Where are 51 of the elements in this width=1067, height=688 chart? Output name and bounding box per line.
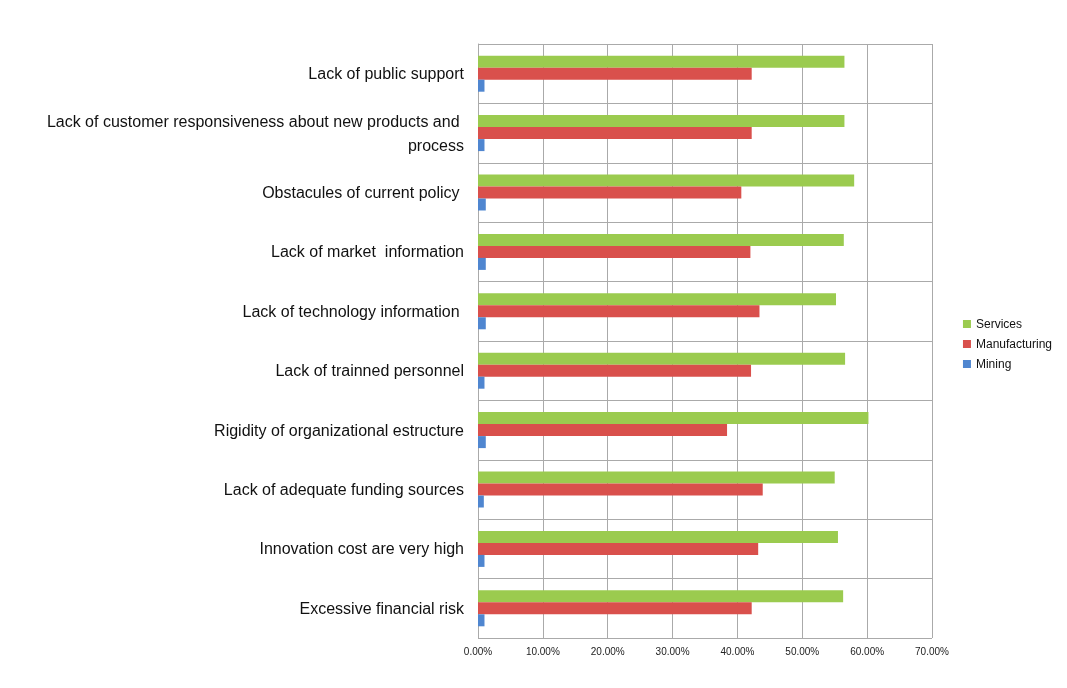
y-tick-label: Lack of trainned personnel bbox=[275, 362, 464, 380]
bar bbox=[478, 139, 485, 152]
bar bbox=[478, 554, 485, 567]
bar bbox=[478, 198, 486, 211]
y-tick-label: Obstacules of current policy bbox=[262, 184, 464, 201]
bar bbox=[478, 483, 763, 496]
legend-label: Mining bbox=[975, 357, 1012, 371]
x-tick-label: 20.00% bbox=[590, 645, 625, 657]
legend-label: Services bbox=[975, 317, 1022, 331]
x-tick-label: 60.00% bbox=[850, 645, 885, 657]
bar bbox=[478, 471, 835, 484]
bar bbox=[478, 233, 844, 246]
y-tick-label: Lack of public support bbox=[308, 65, 465, 83]
x-tick-label: 40.00% bbox=[720, 645, 755, 657]
bar bbox=[478, 590, 844, 603]
bar bbox=[478, 530, 838, 543]
x-tick-label: 50.00% bbox=[785, 645, 820, 657]
bar bbox=[478, 424, 728, 437]
bar bbox=[478, 364, 752, 377]
y-tick-label: Innovation cost are very high bbox=[259, 540, 464, 558]
bar bbox=[478, 127, 752, 140]
x-tick-label: 0.00% bbox=[463, 645, 493, 657]
bar bbox=[478, 245, 751, 258]
bar bbox=[478, 376, 485, 389]
bar bbox=[478, 79, 485, 92]
bar bbox=[478, 293, 837, 306]
legend-label: Manufacturing bbox=[975, 337, 1052, 351]
x-tick-label: 30.00% bbox=[655, 645, 690, 657]
y-tick-label: Excessive financial risk bbox=[299, 599, 465, 617]
x-tick-label: 10.00% bbox=[525, 645, 560, 657]
bar bbox=[478, 55, 845, 68]
bar bbox=[478, 542, 759, 555]
bar bbox=[478, 614, 485, 627]
bar bbox=[478, 115, 845, 128]
y-tick-label: Lack of customer responsiveness about new products and process bbox=[46, 112, 464, 154]
y-tick-label: Rigidity of organizational estructure bbox=[214, 421, 465, 439]
x-tick-label: 70.00% bbox=[915, 645, 950, 657]
bar bbox=[478, 305, 760, 318]
bar bbox=[478, 186, 742, 199]
bar bbox=[478, 174, 855, 187]
bar bbox=[478, 317, 486, 330]
bar bbox=[478, 436, 486, 449]
bar bbox=[478, 67, 752, 80]
y-tick-label: Lack of technology information bbox=[242, 302, 464, 320]
bar bbox=[478, 602, 752, 615]
bar bbox=[478, 257, 486, 270]
bar bbox=[478, 495, 484, 508]
y-tick-label: Lack of market information bbox=[271, 243, 464, 261]
bar bbox=[478, 352, 846, 365]
bar bbox=[478, 412, 869, 425]
y-tick-label: Lack of adequate funding sources bbox=[223, 481, 464, 498]
